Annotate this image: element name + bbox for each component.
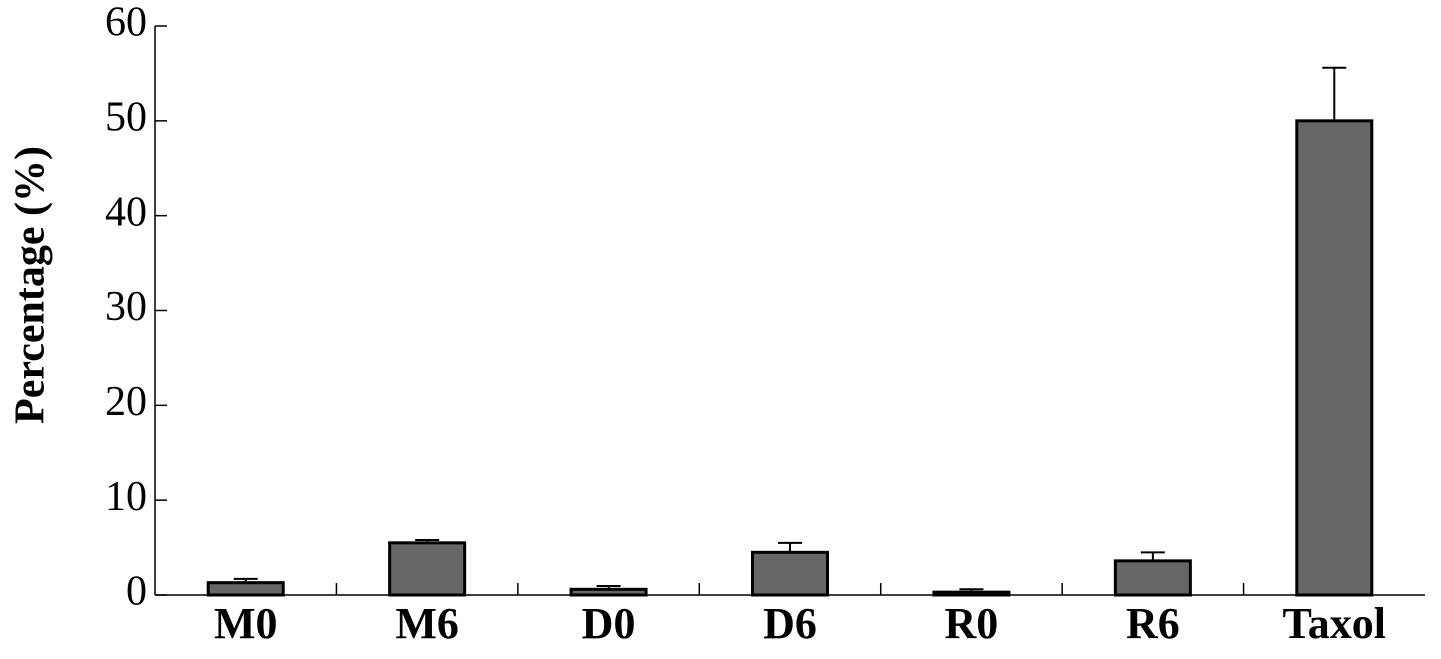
x-tick-label: M6: [395, 599, 459, 648]
y-axis-label: Percentage (%): [8, 146, 54, 424]
y-tick-label: 40: [105, 189, 147, 235]
x-tick-label: M0: [214, 599, 278, 648]
bar: [751, 550, 829, 597]
bar: [1295, 119, 1374, 597]
x-tick-label: R6: [1126, 599, 1180, 648]
bar: [388, 541, 467, 597]
bar: [932, 590, 1011, 597]
x-tick-label: Taxol: [1283, 599, 1387, 648]
y-tick-label: 0: [126, 569, 147, 615]
bar: [1113, 559, 1192, 597]
bar: [206, 581, 285, 597]
y-tick-label: 10: [105, 474, 147, 520]
x-tick-label: D6: [763, 599, 817, 648]
y-tick-label: 60: [105, 0, 147, 46]
x-tick-label: R0: [945, 599, 999, 648]
bar: [569, 587, 648, 597]
y-tick-label: 30: [105, 284, 147, 330]
x-tick-label: D0: [582, 599, 636, 648]
y-tick-label: 20: [105, 379, 147, 425]
y-tick-label: 50: [105, 94, 147, 140]
